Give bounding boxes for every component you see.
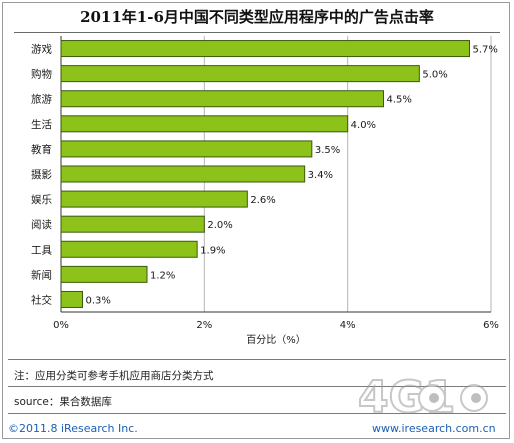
value-label-8: 1.9% bbox=[200, 245, 225, 256]
footer-divider-3 bbox=[8, 413, 506, 414]
bar-1 bbox=[60, 65, 420, 83]
bar-6 bbox=[60, 190, 248, 208]
footer-divider-2 bbox=[8, 386, 506, 387]
site-url-link[interactable]: www.iresearch.com.cn bbox=[372, 422, 496, 435]
value-label-4: 3.5% bbox=[315, 145, 340, 156]
footer-source: source：果合数据库 bbox=[14, 396, 112, 408]
category-label-6: 娱乐 bbox=[31, 193, 52, 206]
plot-area: 游戏 5.7% 购物 5.0% 旅游 4.5% 生活 4.0% 教育 3.5% 摄影 3.4% 娱乐 2.… bbox=[31, 36, 499, 346]
bar-8 bbox=[60, 240, 198, 258]
title-divider bbox=[14, 32, 500, 33]
bar-4 bbox=[60, 140, 313, 158]
bar-2 bbox=[60, 90, 384, 108]
category-label-4: 教育 bbox=[31, 143, 52, 156]
value-label-9: 1.2% bbox=[150, 270, 175, 281]
x-tick-label-0: 0% bbox=[53, 320, 69, 331]
value-label-10: 0.3% bbox=[86, 295, 111, 306]
bar-7 bbox=[60, 215, 205, 233]
bar-0 bbox=[60, 40, 470, 58]
value-label-5: 3.4% bbox=[308, 170, 333, 181]
category-label-0: 游戏 bbox=[31, 43, 52, 56]
value-label-7: 2.0% bbox=[207, 220, 232, 231]
bar-5 bbox=[60, 165, 306, 183]
value-label-3: 4.0% bbox=[351, 120, 376, 131]
watermark-logo: 4G1 bbox=[357, 371, 488, 424]
value-label-6: 2.6% bbox=[250, 195, 275, 206]
x-tick-label-3: 6% bbox=[483, 320, 499, 331]
footer-divider-1 bbox=[8, 359, 506, 360]
value-label-0: 5.7% bbox=[473, 45, 498, 56]
category-label-1: 购物 bbox=[31, 68, 52, 81]
footer-note: 注：应用分类可参考手机应用商店分类方式 bbox=[14, 370, 214, 382]
category-label-5: 摄影 bbox=[31, 168, 52, 181]
bar-9 bbox=[60, 265, 148, 283]
category-label-7: 阅读 bbox=[31, 218, 52, 231]
x-tick-label-2: 4% bbox=[340, 320, 356, 331]
category-label-3: 生活 bbox=[31, 118, 52, 131]
bar-10 bbox=[60, 290, 83, 308]
copyright-text: ©2011.8 iResearch Inc. bbox=[8, 422, 138, 435]
bar-3 bbox=[60, 115, 349, 133]
chart-title: 2011年1-6月中国不同类型应用程序中的广告点击率 bbox=[80, 8, 434, 26]
x-tick-label-1: 2% bbox=[196, 320, 212, 331]
category-label-8: 工具 bbox=[31, 244, 52, 256]
x-axis-title: 百分比（%） bbox=[246, 334, 306, 346]
mascot-eyes-icon: 4G1 bbox=[357, 371, 488, 424]
category-label-10: 社交 bbox=[31, 293, 52, 306]
value-label-1: 5.0% bbox=[422, 70, 447, 81]
category-label-2: 旅游 bbox=[31, 93, 52, 106]
value-label-2: 4.5% bbox=[387, 95, 412, 106]
category-label-9: 新闻 bbox=[31, 268, 52, 281]
